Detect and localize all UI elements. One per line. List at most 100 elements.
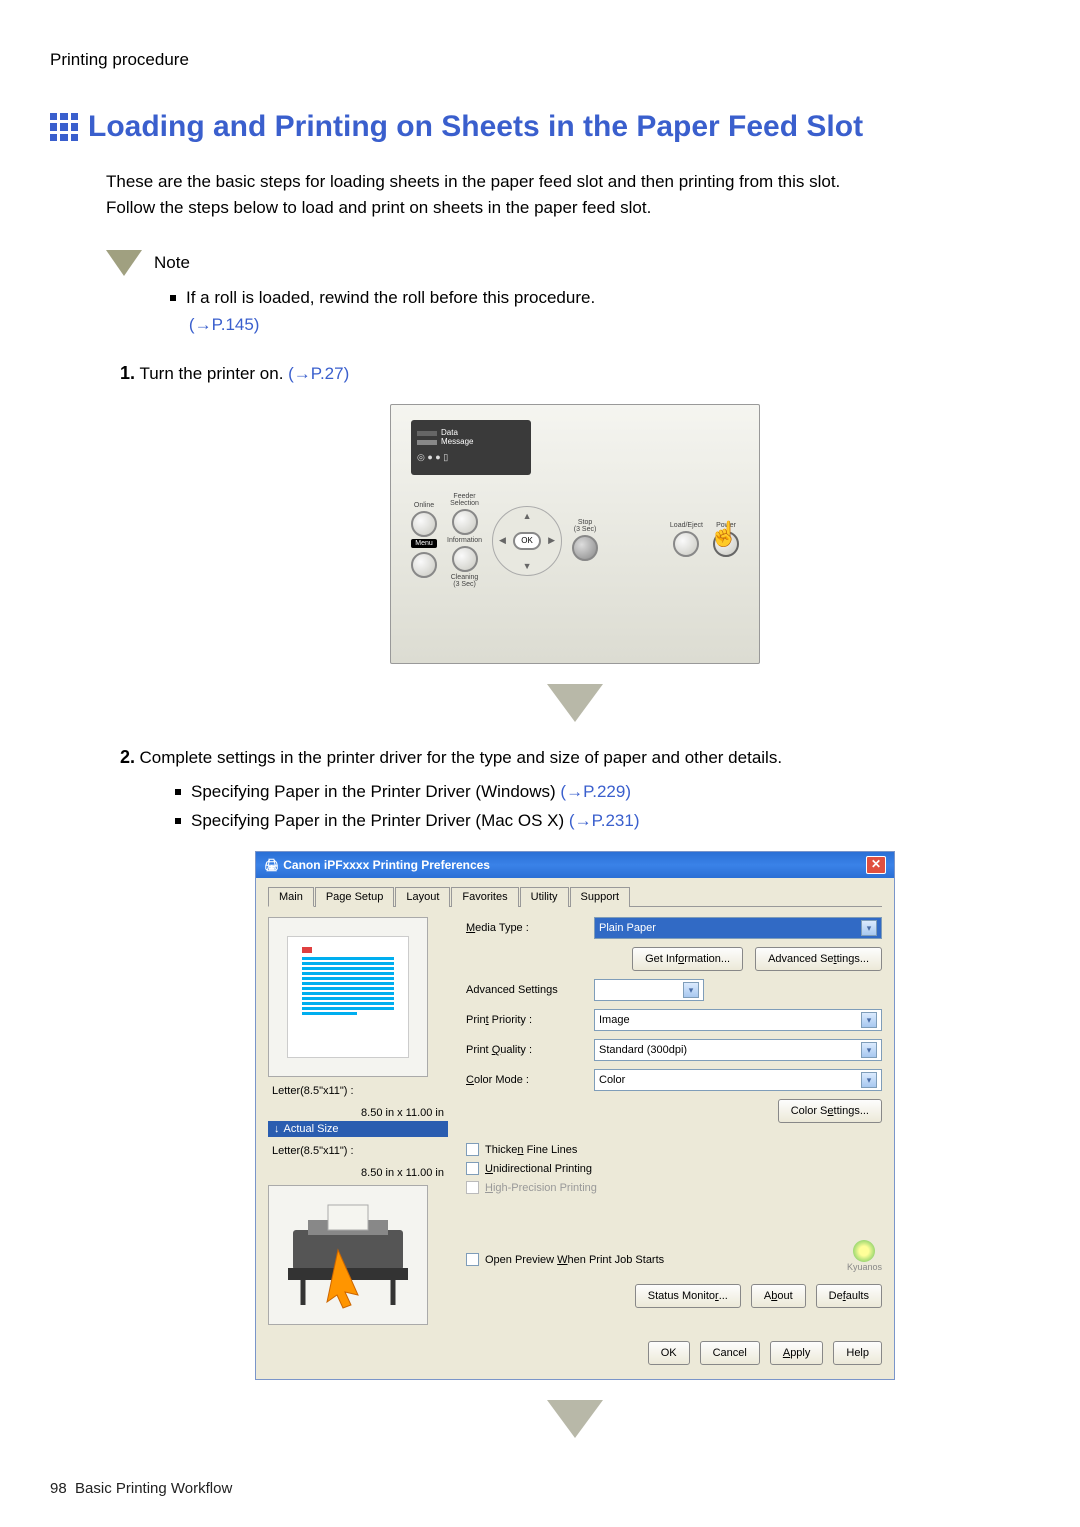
lcd-data-label: Data	[441, 428, 458, 437]
open-preview-row[interactable]: Open Preview When Print Job Starts	[466, 1253, 664, 1266]
menu-tag: Menu	[411, 539, 437, 548]
unidir-checkbox[interactable]	[466, 1162, 479, 1175]
unidir-checkbox-row[interactable]: Unidirectional Printing	[466, 1162, 882, 1175]
page-title-row: Loading and Printing on Sheets in the Pa…	[50, 110, 1030, 144]
step2-b2: Specifying Paper in the Printer Driver (…	[191, 811, 569, 830]
tab-utility[interactable]: Utility	[520, 887, 569, 907]
step-2-text: Complete settings in the printer driver …	[139, 748, 782, 767]
tab-page-setup[interactable]: Page Setup	[315, 887, 395, 907]
dialog-titlebar: 🖨 Canon iPFxxxx Printing Preferences ✕	[256, 852, 894, 878]
feeder-label: Feeder Selection	[447, 493, 482, 507]
step2-b1: Specifying Paper in the Printer Driver (…	[191, 782, 560, 801]
print-priority-label: Print Priority :	[466, 1014, 586, 1026]
dpad-left-icon[interactable]: ◀	[499, 535, 506, 546]
cancel-button[interactable]: Cancel	[700, 1341, 760, 1365]
print-quality-label: Print Quality :	[466, 1044, 586, 1056]
highprec-label: High-Precision Printing	[485, 1182, 597, 1194]
print-quality-select[interactable]: Standard (300dpi) ▾	[594, 1039, 882, 1061]
tab-layout[interactable]: Layout	[395, 887, 450, 907]
dpad-down-icon[interactable]: ▼	[523, 561, 532, 571]
color-mode-select[interactable]: Color ▾	[594, 1069, 882, 1091]
bullet-icon	[175, 818, 181, 824]
step-1-text: Turn the printer on.	[139, 364, 288, 383]
dialog-title: Canon iPFxxxx Printing Preferences	[283, 858, 490, 872]
unidir-label: Unidirectional Printing	[485, 1163, 592, 1175]
close-button[interactable]: ✕	[866, 856, 886, 874]
grid-bullet-icon	[50, 113, 78, 141]
thicken-checkbox[interactable]	[466, 1143, 479, 1156]
defaults-button[interactable]: Defaults	[816, 1284, 882, 1308]
ok-button[interactable]: OK	[513, 532, 541, 550]
thicken-label: Thicken Fine Lines	[485, 1144, 577, 1156]
highprec-checkbox	[466, 1181, 479, 1194]
kyuanos-icon	[853, 1240, 875, 1262]
step-1-ref[interactable]: (→P.27)	[288, 364, 349, 383]
dpad[interactable]: ▲ ◀ OK ▶ ▼	[492, 506, 562, 576]
advanced-settings-label: Advanced Settings	[466, 984, 586, 996]
preview-column: Letter(8.5"x11") : 8.50 in x 11.00 in ↓ …	[268, 917, 448, 1325]
dpad-right-icon[interactable]: ▶	[548, 535, 555, 546]
stop-label: Stop (3 Sec)	[572, 519, 598, 533]
load-button[interactable]	[673, 531, 699, 557]
info-label: Information	[447, 537, 482, 544]
down-arrow-icon: ↓	[274, 1123, 280, 1135]
printing-preferences-dialog: 🖨 Canon iPFxxxx Printing Preferences ✕ Ma…	[255, 851, 895, 1380]
print-priority-value: Image	[599, 1014, 630, 1026]
tab-main[interactable]: Main	[268, 887, 314, 907]
page-preview-box	[268, 917, 428, 1077]
step2-b1-ref[interactable]: (→P.229)	[560, 782, 631, 801]
chevron-down-icon: ▾	[861, 920, 877, 936]
note-body: If a roll is loaded, rewind the roll bef…	[170, 284, 1030, 338]
hand-pointer-icon: ☝	[709, 520, 739, 549]
menu-button[interactable]	[411, 552, 437, 578]
get-information-button[interactable]: Get Information...	[632, 947, 743, 971]
advanced-settings-button[interactable]: Advanced Settings...	[755, 947, 882, 971]
bullet-icon	[175, 789, 181, 795]
color-settings-button[interactable]: Color Settings...	[778, 1099, 882, 1123]
page-preview	[287, 936, 409, 1058]
media-type-label: Media Type :	[466, 922, 586, 934]
step2-b2-ref[interactable]: (→P.231)	[569, 811, 640, 830]
dpad-up-icon[interactable]: ▲	[523, 511, 532, 521]
tab-favorites[interactable]: Favorites	[451, 887, 518, 907]
breadcrumb: Printing procedure	[50, 50, 1030, 70]
feeder-button[interactable]	[452, 509, 478, 535]
actual-size-label: Actual Size	[284, 1123, 339, 1135]
tab-row: Main Page Setup Layout Favorites Utility…	[268, 886, 882, 907]
intro-line2: Follow the steps below to load and print…	[106, 195, 1030, 221]
page-footer: 98 Basic Printing Workflow	[50, 1480, 232, 1497]
letter-label-1: Letter(8.5"x11") :	[268, 1083, 448, 1099]
ok-button[interactable]: OK	[648, 1341, 690, 1365]
step-1: 1. Turn the printer on. (→P.27) Data Mes…	[120, 363, 1030, 722]
printer-lcd: Data Message ◎ ● ● ▯	[411, 420, 531, 475]
app-icon: 🖨	[264, 858, 279, 872]
lcd-msg-label: Message	[441, 437, 473, 446]
chevron-down-icon: ▾	[683, 982, 699, 998]
online-button[interactable]	[411, 511, 437, 537]
note-page-ref[interactable]: (→P.145)	[189, 315, 260, 334]
print-priority-select[interactable]: Image ▾	[594, 1009, 882, 1031]
info-button[interactable]	[452, 546, 478, 572]
chevron-down-icon: ▾	[861, 1012, 877, 1028]
page-title: Loading and Printing on Sheets in the Pa…	[88, 110, 863, 144]
step-2-number: 2.	[120, 747, 135, 767]
note-bullet-text: If a roll is loaded, rewind the roll bef…	[186, 288, 595, 307]
note-arrow-icon	[106, 250, 142, 276]
open-preview-checkbox[interactable]	[466, 1253, 479, 1266]
status-monitor-button[interactable]: Status Monitor...	[635, 1284, 741, 1308]
chevron-down-icon: ▾	[861, 1072, 877, 1088]
media-type-value: Plain Paper	[599, 922, 656, 934]
help-button[interactable]: Help	[833, 1341, 882, 1365]
advanced-settings-select[interactable]: ▾	[594, 979, 704, 1001]
online-label: Online	[411, 502, 437, 509]
media-type-select[interactable]: Plain Paper ▾	[594, 917, 882, 939]
apply-button[interactable]: Apply	[770, 1341, 824, 1365]
stop-button[interactable]	[572, 535, 598, 561]
about-button[interactable]: About	[751, 1284, 806, 1308]
thicken-checkbox-row[interactable]: Thicken Fine Lines	[466, 1143, 882, 1156]
intro-line1: These are the basic steps for loading sh…	[106, 169, 1030, 195]
print-quality-value: Standard (300dpi)	[599, 1044, 687, 1056]
tab-support[interactable]: Support	[570, 887, 631, 907]
actual-size-row[interactable]: ↓ Actual Size	[268, 1121, 448, 1137]
online-col: Online Menu	[411, 502, 437, 580]
